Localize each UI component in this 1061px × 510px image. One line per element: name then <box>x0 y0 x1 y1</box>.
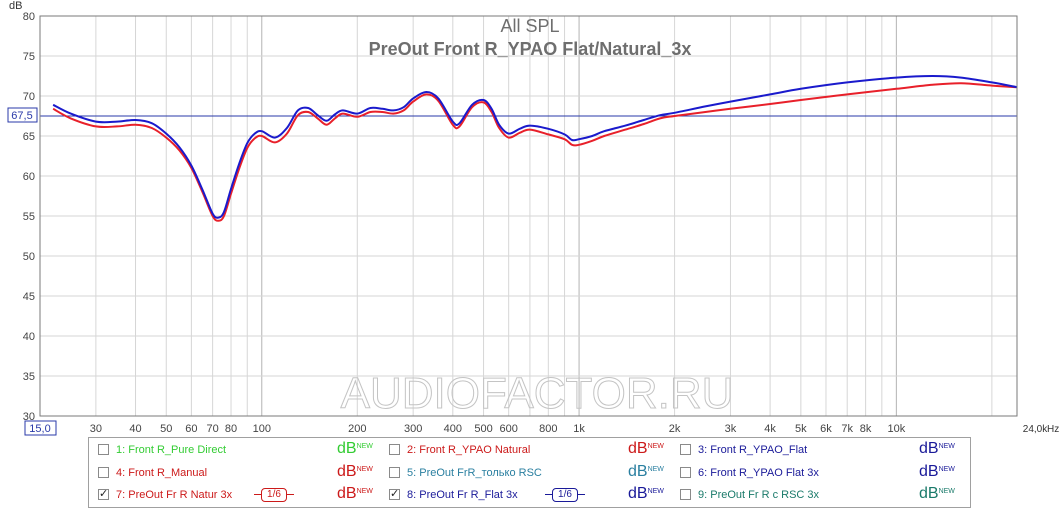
plot-frame <box>39 15 1018 417</box>
x-tick-label: 1k <box>573 423 585 435</box>
x-tick-label: 80 <box>225 423 237 435</box>
x-tick-label: 100 <box>253 423 271 435</box>
legend-unit-2: dBNEW <box>628 440 664 457</box>
legend-label-5: 5: PreOut FrR_только RSC <box>407 467 542 479</box>
x-tick-label: 30 <box>90 423 102 435</box>
y-tick-label: 50 <box>23 251 35 263</box>
legend-panel: 1: Front R_Pure Direct 2: Front R_YPAO N… <box>88 437 971 508</box>
legend-unit-3: dBNEW <box>919 440 955 457</box>
legend-label-3: 3: Front R_YPAO_Flat <box>698 444 808 456</box>
x-min-box[interactable] <box>24 420 57 436</box>
x-tick-label: 40 <box>129 423 141 435</box>
legend-checkbox-8[interactable]: ✓ <box>389 488 400 500</box>
x-tick-label: 2k <box>669 423 681 435</box>
series-line-2 <box>52 75 1018 219</box>
x-tick-label: 600 <box>499 423 517 435</box>
x-tick-label: 8k <box>860 423 872 435</box>
legend-unit-4: dBNEW <box>337 463 373 480</box>
legend-label-7: 7: PreOut Fr R Natur 3x <box>116 489 233 501</box>
y-tick-label: 35 <box>23 371 35 383</box>
legend-checkbox-7[interactable]: ✓ <box>98 488 109 500</box>
legend-checkbox-5[interactable] <box>389 467 400 478</box>
x-tick-label: 5k <box>795 423 807 435</box>
x-tick-label: 50 <box>160 423 172 435</box>
x-tick-label: 3k <box>725 423 737 435</box>
x-tick-label: 70 <box>207 423 219 435</box>
x-tick-label: 7k <box>841 423 853 435</box>
y-axis-label: dB <box>9 0 22 12</box>
series-line-1 <box>52 82 1018 222</box>
smoothing-indicator-7[interactable]: 1/6 <box>254 488 294 502</box>
x-tick-labels: 30 40 50 60 70 80 100 200 300 400 500 600 800 1k 2k 3k 4… <box>90 423 906 435</box>
reference-level-label[interactable]: 67,5 <box>11 110 32 122</box>
legend-checkbox-1[interactable] <box>98 444 109 455</box>
spl-chart: AUDIOFACTOR.RU 30 35 40 45 50 55 60 65 70 75 80 30… <box>7 0 1059 436</box>
legend-label-2: 2: Front R_YPAO Natural <box>407 444 531 456</box>
x-tick-label: 10k <box>887 423 905 435</box>
chart-subtitle: PreOut Front R_YPAO Flat/Natural_3x <box>369 39 692 59</box>
legend-checkbox-9[interactable] <box>680 489 691 500</box>
legend-label-1: 1: Front R_Pure Direct <box>116 444 227 456</box>
y-tick-label: 60 <box>23 171 35 183</box>
legend-checkbox-4[interactable] <box>98 467 109 478</box>
legend-label-8: 8: PreOut Fr R_Flat 3x <box>407 489 518 501</box>
smoothing-indicator-8[interactable]: 1/6 <box>545 488 585 502</box>
legend-label-9: 9: PreOut Fr R c RSC 3x <box>698 489 820 501</box>
legend-unit-5: dBNEW <box>628 463 664 480</box>
x-tick-label: 300 <box>404 423 422 435</box>
y-tick-label: 40 <box>23 331 35 343</box>
legend-unit-9: dBNEW <box>919 485 955 502</box>
chart-title: All SPL <box>500 16 559 36</box>
legend-unit-7: dBNEW <box>337 485 373 502</box>
y-tick-label: 65 <box>23 131 35 143</box>
legend-unit-1: dBNEW <box>337 440 373 457</box>
y-tick-label: 55 <box>23 211 35 223</box>
y-tick-labels: 30 35 40 45 50 55 60 65 70 75 80 <box>23 11 35 423</box>
legend-label-6: 6: Front R_YPAO Flat 3x <box>698 467 819 479</box>
grid <box>40 15 1017 417</box>
series-group <box>52 75 1018 222</box>
x-tick-label: 6k <box>820 423 832 435</box>
x-max-label: 24,0k <box>1023 424 1048 435</box>
reference-level-box[interactable] <box>7 107 38 123</box>
y-tick-label: 80 <box>23 11 35 23</box>
legend-checkbox-3[interactable] <box>680 444 691 455</box>
x-min-label[interactable]: 15,0 <box>29 423 50 435</box>
y-tick-label: 75 <box>23 51 35 63</box>
x-tick-label: 4k <box>764 423 776 435</box>
watermark: AUDIOFACTOR.RU <box>341 369 734 418</box>
x-tick-label: 800 <box>539 423 557 435</box>
legend-unit-6: dBNEW <box>919 463 955 480</box>
y-tick-label: 30 <box>23 411 35 423</box>
legend-checkbox-6[interactable] <box>680 467 691 478</box>
y-tick-label: 45 <box>23 291 35 303</box>
x-tick-label: 200 <box>348 423 366 435</box>
x-tick-label: 60 <box>185 423 197 435</box>
legend-checkbox-2[interactable] <box>389 444 400 455</box>
legend-unit-8: dBNEW <box>628 485 664 502</box>
legend-label-4: 4: Front R_Manual <box>116 467 208 479</box>
y-tick-label: 70 <box>23 91 35 103</box>
x-unit-label: Hz <box>1047 424 1059 435</box>
x-tick-label: 400 <box>444 423 462 435</box>
x-tick-label: 500 <box>474 423 492 435</box>
